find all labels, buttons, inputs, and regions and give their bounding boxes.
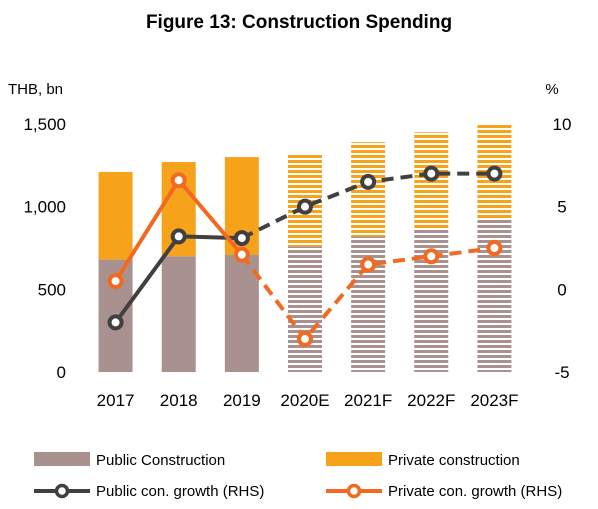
x-tick-label: 2018 — [160, 391, 198, 410]
right-tick-label: 5 — [557, 198, 566, 217]
point-public-growth-2017 — [107, 314, 124, 331]
legend-label-private-construction: Private construction — [388, 452, 520, 469]
x-tick-label: 2020E — [280, 391, 329, 410]
point-public-growth-2021F — [360, 173, 377, 190]
legend-label-public-growth: Public con. growth (RHS) — [96, 483, 264, 500]
point-private-growth-2019 — [233, 246, 250, 263]
bar-private-2017 — [98, 171, 133, 260]
legend-swatch-private-construction — [326, 452, 382, 466]
legend-swatch-public-construction — [34, 452, 90, 466]
point-private-growth-2018 — [170, 172, 187, 189]
x-tick-label: 2019 — [223, 391, 261, 410]
point-private-growth-2021F — [360, 256, 377, 273]
legend-label-public-construction: Public Construction — [96, 452, 225, 469]
axes: 0 500 1,000 1,500 -5 0 5 10 2017 2018 2019 2020E 202… — [23, 115, 571, 410]
point-private-growth-2023F — [486, 240, 503, 256]
point-private-growth-2020E — [297, 330, 313, 347]
right-tick-label: 0 — [557, 280, 566, 299]
line-series — [107, 165, 503, 347]
left-tick-label: 1,500 — [23, 115, 66, 134]
legend-marker-public-growth — [54, 483, 70, 499]
x-tick-label: 2022F — [407, 391, 455, 410]
chart-title: Figure 13: Construction Spending — [146, 12, 452, 33]
right-tick-label: -5 — [554, 363, 569, 382]
line-private-growth-forecast — [240, 246, 495, 343]
point-private-growth-2017 — [107, 273, 124, 290]
bar-public-2020E — [288, 246, 322, 372]
point-private-growth-2022F — [423, 248, 440, 265]
bar-series — [98, 124, 512, 372]
x-tick-label: 2017 — [97, 391, 135, 410]
left-axis-unit: THB, bn — [8, 81, 63, 98]
bar-public-2018 — [161, 256, 196, 372]
point-public-growth-2020E — [297, 198, 313, 215]
x-tick-label: 2023F — [470, 391, 518, 410]
point-public-growth-2022F — [423, 165, 440, 182]
left-tick-label: 0 — [57, 363, 66, 382]
left-tick-label: 500 — [38, 280, 66, 299]
bar-public-2019 — [224, 254, 259, 372]
legend: Public Construction Private construction P… — [34, 452, 562, 500]
left-tick-label: 1,000 — [23, 198, 66, 217]
point-public-growth-2023F — [486, 165, 503, 182]
x-tick-label: 2021F — [344, 391, 392, 410]
legend-label-private-growth: Private con. growth (RHS) — [388, 483, 562, 500]
point-public-growth-2019 — [233, 230, 250, 247]
right-axis-unit: % — [545, 81, 558, 98]
point-public-growth-2018 — [170, 228, 187, 245]
right-tick-label: 10 — [553, 115, 572, 134]
legend-marker-private-growth — [346, 483, 362, 499]
